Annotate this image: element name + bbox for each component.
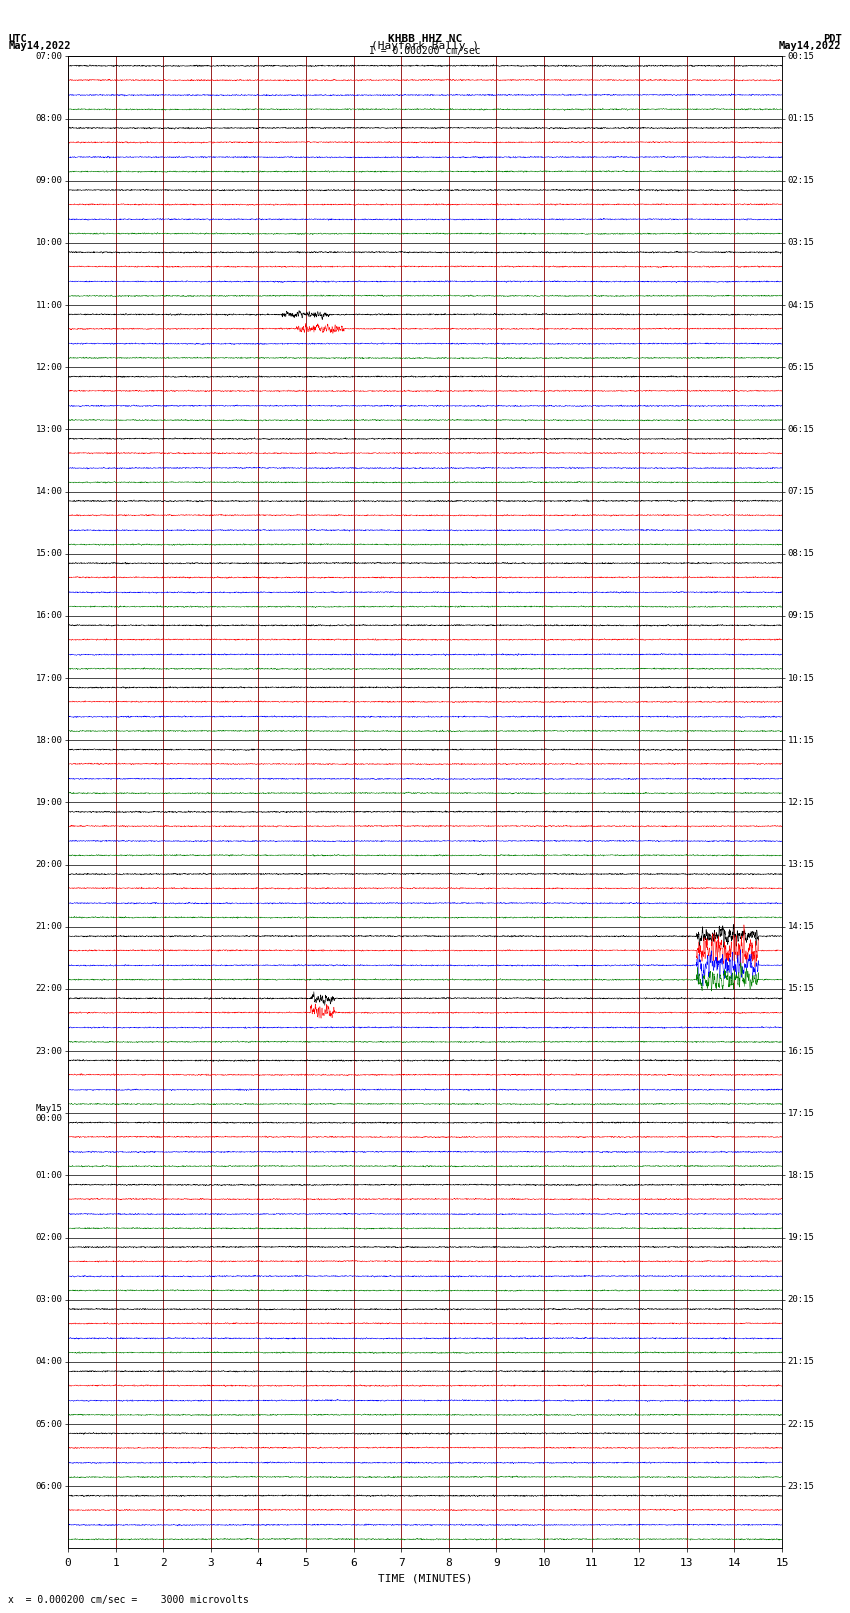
Text: (Hayfork Bally ): (Hayfork Bally )	[371, 40, 479, 50]
Text: UTC: UTC	[8, 34, 27, 44]
Text: May14,2022: May14,2022	[8, 40, 71, 50]
Text: KHBB HHZ NC: KHBB HHZ NC	[388, 34, 462, 44]
Text: PDT: PDT	[823, 34, 842, 44]
Text: I = 0.000200 cm/sec: I = 0.000200 cm/sec	[369, 47, 481, 56]
X-axis label: TIME (MINUTES): TIME (MINUTES)	[377, 1573, 473, 1582]
Text: May14,2022: May14,2022	[779, 40, 842, 50]
Text: x  = 0.000200 cm/sec =    3000 microvolts: x = 0.000200 cm/sec = 3000 microvolts	[8, 1595, 249, 1605]
